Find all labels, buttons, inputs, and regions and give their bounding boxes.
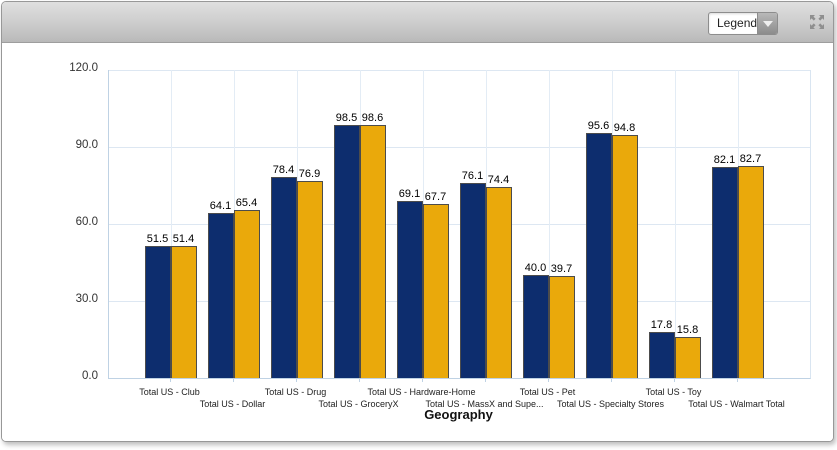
- bar-value-label: 95.6: [587, 119, 610, 132]
- y-tick-label: 60.0: [75, 216, 98, 228]
- bar-value-label: 64.1: [209, 200, 232, 213]
- h-gridline: [109, 147, 810, 148]
- chart-toolbar: Legend: [2, 2, 833, 43]
- bar-value-label: 65.4: [235, 197, 258, 210]
- bar-series-navy[interactable]: [585, 132, 612, 378]
- expand-button[interactable]: [809, 14, 825, 30]
- x-category-label: Total US - Hardware-Home: [367, 387, 476, 397]
- bar-series-gold[interactable]: [296, 180, 323, 378]
- x-axis-tick: [736, 378, 738, 382]
- x-category-label: Total US - GroceryX: [318, 399, 399, 409]
- bar-series-navy[interactable]: [144, 245, 171, 378]
- legend-dropdown-value: Legend: [717, 16, 758, 30]
- y-tick-label: 30.0: [75, 293, 98, 305]
- bar-series-gold[interactable]: [170, 246, 197, 378]
- chart-area: 51.5 51.4 64.1 65.4 78.4 76.9 98.5 98.6 69.1 67.7…: [2, 43, 833, 441]
- bar-series-gold[interactable]: [548, 276, 575, 378]
- maximize-arrows-icon: [810, 15, 824, 29]
- bar-value-label: 39.7: [550, 263, 573, 276]
- x-axis-tick: [673, 378, 675, 382]
- x-category-label: Total US - Drug: [264, 387, 327, 397]
- x-category-label: Total US - Club: [139, 387, 200, 397]
- x-axis-tick: [295, 378, 297, 382]
- chart-widget: Legend 51.5 51.4 64.1 65.4 78.4 76.9 98.5 98.6 6…: [1, 1, 834, 442]
- bar-series-gold[interactable]: [674, 337, 701, 378]
- v-gridline: [170, 70, 172, 378]
- bar-series-gold[interactable]: [737, 165, 764, 378]
- bar-series-navy[interactable]: [396, 200, 423, 378]
- bar-series-gold[interactable]: [422, 204, 449, 378]
- bar-series-navy[interactable]: [648, 332, 675, 378]
- bar-value-label: 15.8: [676, 324, 699, 337]
- x-axis-tick: [484, 378, 486, 382]
- x-axis-tick: [232, 378, 234, 382]
- x-axis-tick: [169, 378, 171, 382]
- bar-value-label: 98.6: [361, 111, 384, 124]
- bar-series-navy[interactable]: [711, 167, 738, 378]
- bar-value-label: 74.4: [487, 174, 510, 187]
- x-category-label: Total US - Dollar: [199, 399, 266, 409]
- bar-value-label: 82.7: [739, 152, 762, 165]
- bar-value-label: 51.4: [172, 233, 195, 246]
- bar-series-navy[interactable]: [522, 275, 549, 378]
- x-axis-tick: [547, 378, 549, 382]
- x-category-label: Total US - MassX and Supe...: [425, 399, 544, 409]
- bar-series-gold[interactable]: [611, 134, 638, 378]
- bar-value-label: 76.1: [461, 169, 484, 182]
- bar-series-gold[interactable]: [359, 124, 386, 378]
- x-category-label: Total US - Walmart Total: [688, 399, 785, 409]
- bar-value-label: 69.1: [398, 187, 421, 200]
- bar-value-label: 94.8: [613, 121, 636, 134]
- bar-value-label: 76.9: [298, 167, 321, 180]
- bar-value-label: 17.8: [650, 319, 673, 332]
- bar-value-label: 40.0: [524, 262, 547, 275]
- v-gridline: [674, 70, 676, 378]
- x-axis-tick: [610, 378, 612, 382]
- y-tick-label: 90.0: [75, 139, 98, 151]
- x-axis-tick: [358, 378, 360, 382]
- x-category-label: Total US - Specialty Stores: [556, 399, 665, 409]
- bar-series-gold[interactable]: [485, 187, 512, 378]
- bar-value-label: 67.7: [424, 191, 447, 204]
- legend-dropdown[interactable]: Legend: [708, 12, 778, 35]
- bar-value-label: 51.5: [146, 232, 169, 245]
- h-gridline: [109, 70, 810, 71]
- bar-series-navy[interactable]: [207, 213, 234, 378]
- v-gridline: [548, 70, 550, 378]
- y-tick-label: 0.0: [82, 370, 98, 382]
- y-tick-label: 120.0: [69, 62, 98, 74]
- chevron-down-icon[interactable]: [757, 13, 777, 34]
- x-category-label: Total US - Pet: [519, 387, 576, 397]
- bar-series-gold[interactable]: [233, 210, 260, 378]
- bar-series-navy[interactable]: [459, 182, 486, 378]
- plot-area: 51.5 51.4 64.1 65.4 78.4 76.9 98.5 98.6 69.1 67.7…: [108, 70, 811, 379]
- x-category-label: Total US - Toy: [645, 387, 702, 397]
- x-axis-tick: [421, 378, 423, 382]
- bar-value-label: 78.4: [272, 163, 295, 176]
- bar-value-label: 82.1: [713, 154, 736, 167]
- bar-series-navy[interactable]: [333, 125, 360, 378]
- bar-value-label: 98.5: [335, 112, 358, 125]
- bar-series-navy[interactable]: [270, 176, 297, 378]
- x-axis-title: Geography: [424, 407, 493, 422]
